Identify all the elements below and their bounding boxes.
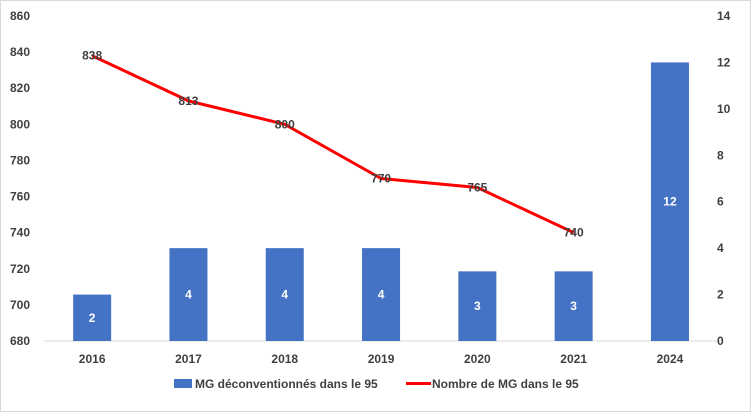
x-tick-label: 2020 [464,352,491,366]
line-series [91,54,575,235]
y-left-tick-label: 740 [10,226,30,240]
y-left-tick-label: 860 [10,9,30,23]
x-tick-label: 2021 [560,352,587,366]
y-right-tick-label: 10 [717,102,731,116]
y-left-tick-label: 720 [10,262,30,276]
bar [362,248,401,341]
x-tick-label: 2016 [79,352,106,366]
y-right-tick-label: 6 [717,195,724,209]
legend: MG déconventionnés dans le 95 Nombre de … [174,377,579,391]
x-tick-label: 2024 [657,352,684,366]
y-left-tick-label: 820 [10,81,30,95]
line-path [91,54,575,235]
bar-value-label: 3 [570,299,577,313]
bar-value-label: 4 [185,288,192,302]
y-right-tick-label: 14 [717,9,731,23]
y-left-tick-label: 840 [10,45,30,59]
x-tick-label: 2018 [271,352,298,366]
line-value-label: 800 [275,117,295,131]
bar [169,248,208,341]
y-right-tick-label: 12 [717,55,731,69]
bar [458,271,497,341]
bar [650,62,689,342]
legend-swatch-bars [174,379,192,388]
y-left-tick-label: 700 [10,298,30,312]
y-right-tick-label: 0 [717,334,724,348]
data-labels: 2 4 4 4 3 3 12 838 813 800 770 765 740 [82,49,677,325]
y-right-tick-label: 8 [717,148,724,162]
line-value-label: 765 [467,181,487,195]
y-left-tick-label: 680 [10,334,30,348]
y-right-tick-label: 2 [717,288,724,302]
bar-value-label: 4 [281,288,288,302]
bar [73,294,112,341]
y-left-tick-label: 800 [10,117,30,131]
x-tick-label: 2019 [368,352,395,366]
bar [265,248,304,341]
legend-label-bars: MG déconventionnés dans le 95 [195,377,378,391]
bar-value-label: 2 [89,311,96,325]
bar-value-label: 12 [663,195,677,209]
y-left-tick-label: 780 [10,153,30,167]
y-right-tick-label: 4 [717,241,724,255]
bar-series [73,62,689,342]
line-value-label: 813 [178,94,198,108]
bar-value-label: 3 [474,299,481,313]
x-tick-label: 2017 [175,352,202,366]
line-value-label: 740 [564,226,584,240]
bar-value-label: 4 [378,288,385,302]
y-left-tick-label: 760 [10,190,30,204]
line-value-label: 838 [82,49,102,63]
bar [554,271,593,341]
axes: 680 700 720 740 760 780 800 820 840 860 0 2 4 6 8 10 12 1… [10,9,731,366]
line-value-label: 770 [371,172,391,186]
legend-label-line: Nombre de MG dans le 95 [432,377,579,391]
